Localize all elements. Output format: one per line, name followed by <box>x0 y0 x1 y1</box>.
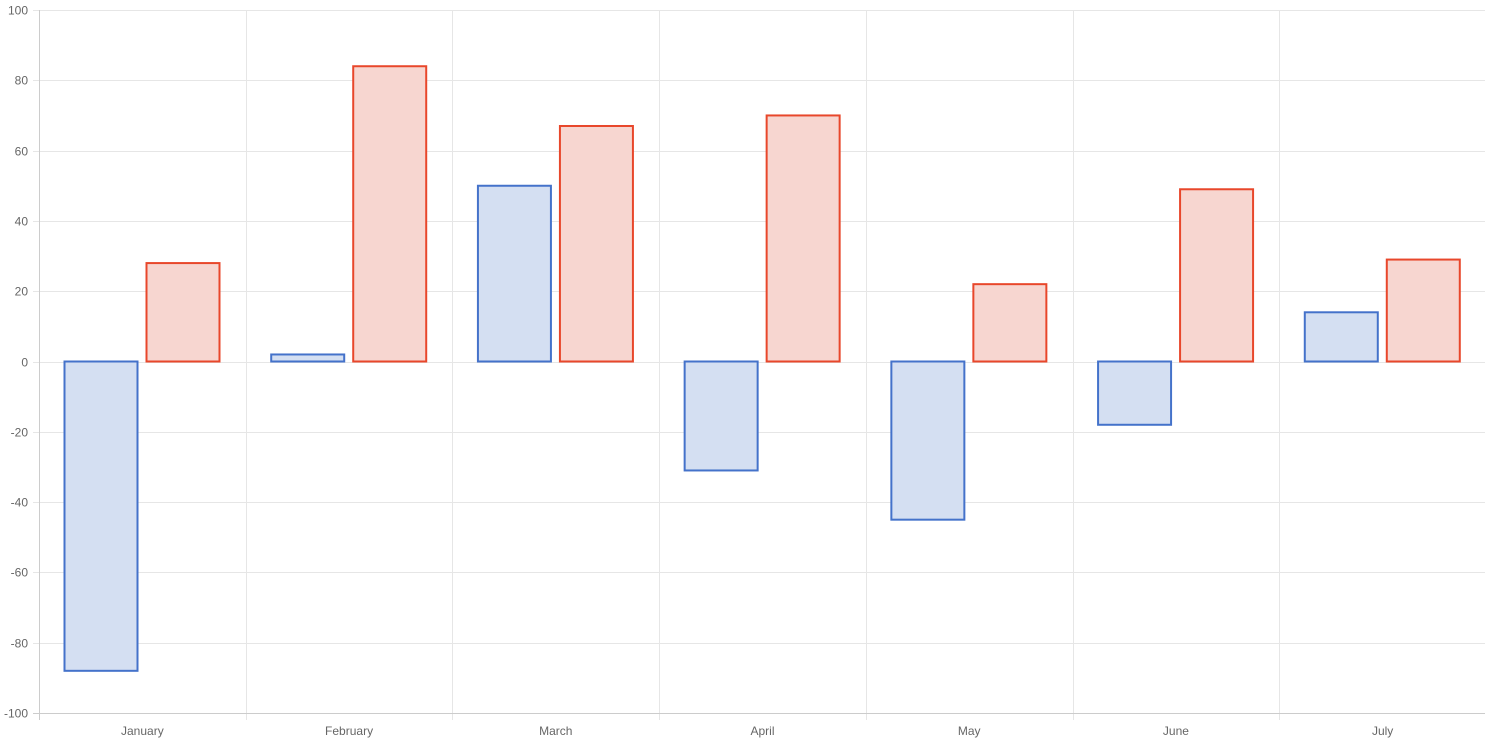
bar-series-2-july <box>1385 258 1461 363</box>
y-tick-label: 80 <box>15 74 29 88</box>
bar-series-2-february <box>352 65 428 363</box>
y-tick-label: 40 <box>15 215 29 229</box>
x-tick-label: March <box>539 724 572 738</box>
bars <box>63 65 1461 672</box>
x-tick-label: April <box>750 724 774 738</box>
bar-series-1-july <box>1303 311 1379 363</box>
y-tick-label: 100 <box>8 4 28 18</box>
bar-series-1-april <box>683 360 759 472</box>
bar-series-2-may <box>972 283 1048 363</box>
y-tick-label: -40 <box>11 496 29 510</box>
y-tick-label: -80 <box>11 637 29 651</box>
y-tick-label: -20 <box>11 426 29 440</box>
grid-lines <box>33 10 1485 720</box>
bar-series-1-may <box>890 360 966 521</box>
bar-series-1-january <box>63 360 139 672</box>
x-tick-label: January <box>121 724 164 738</box>
bar-series-2-june <box>1179 188 1255 363</box>
y-tick-label: -100 <box>4 707 28 721</box>
bar-series-2-april <box>765 114 841 363</box>
y-tick-label: 60 <box>15 145 29 159</box>
x-axis-ticks: January February March April May June July <box>121 724 1393 738</box>
x-tick-label: May <box>958 724 981 738</box>
axes <box>33 10 1485 720</box>
bar-series-1-june <box>1097 360 1173 426</box>
bar-series-1-february <box>270 353 346 363</box>
x-tick-label: July <box>1372 724 1393 738</box>
x-tick-label: February <box>325 724 373 738</box>
bar-series-2-march <box>558 124 634 363</box>
y-tick-label: -60 <box>11 566 29 580</box>
x-tick-label: June <box>1163 724 1189 738</box>
y-tick-label: 20 <box>15 285 29 299</box>
bar-series-2-january <box>145 262 221 363</box>
y-tick-label: 0 <box>21 356 28 370</box>
y-axis-ticks: 100 80 60 40 20 0 -20 -40 -60 -80 -100 <box>4 4 28 721</box>
bar-series-1-march <box>476 184 552 363</box>
